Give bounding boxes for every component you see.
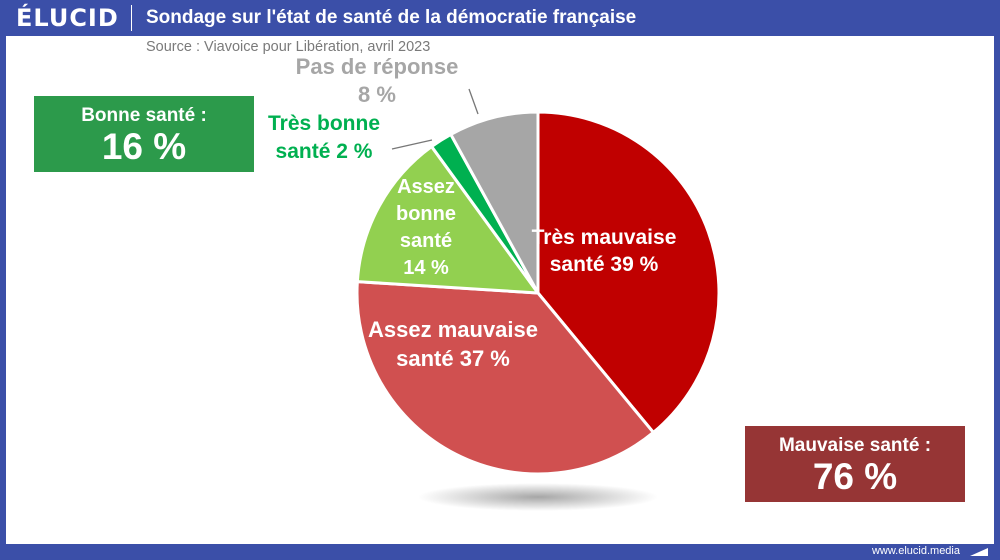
pie-chart: Très mauvaise santé 39 % Assez mauvaise san… [268, 54, 721, 511]
pie-slice-tres-mauvaise-sante [536, 110, 721, 435]
elucid-mark-icon [970, 548, 988, 556]
footer-url: www.elucid.media [871, 545, 960, 557]
header-separator [131, 5, 132, 31]
pie-slice-assez-bonne-sante [355, 144, 542, 295]
source-note: Source : Viavoice pour Libération, avril… [146, 39, 431, 55]
leader-line-tres-bonne [391, 139, 433, 150]
page-title: Sondage sur l'état de santé de la démocr… [146, 7, 637, 28]
bonne-sante-label: Bonne santé : [81, 105, 207, 126]
slice-label-tres-mauvaise-sante: Très mauvaise santé 39 % [532, 226, 677, 276]
slice-label-pas-de-reponse: Pas de réponse 8 % [296, 54, 459, 107]
mauvaise-sante-box: Mauvaise santé : 76 % [745, 426, 965, 502]
slice-label-assez-bonne-sante: Assez bonne santé 14 % [396, 176, 456, 279]
pie-slice-assez-mauvaise-sante [355, 280, 656, 476]
chart-panel: Source : Viavoice pour Libération, avril… [6, 36, 994, 544]
pie-shadow [418, 483, 658, 511]
bonne-sante-value: 16 % [101, 126, 187, 167]
leader-line-pas-de-reponse [468, 88, 479, 115]
pie-slice-pas-de-reponse [448, 110, 540, 294]
bonne-sante-box: Bonne santé : 16 % [34, 96, 254, 172]
slice-label-tres-bonne-sante: Très bonne santé 2 % [268, 112, 380, 163]
mauvaise-sante-value: 76 % [812, 456, 898, 497]
elucid-logo: ÉLUCID [16, 4, 119, 32]
mauvaise-sante-label: Mauvaise santé : [778, 435, 932, 456]
header-bar: ÉLUCID Sondage sur l'état de santé de la… [0, 0, 1000, 36]
slice-label-assez-mauvaise-sante: Assez mauvaise santé 37 % [368, 317, 538, 371]
